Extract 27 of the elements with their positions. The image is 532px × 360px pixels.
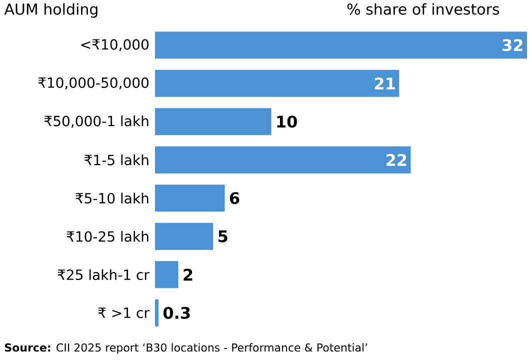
data-label: 10 [277, 116, 297, 128]
bar [155, 70, 400, 97]
data-label: 0.3 [163, 306, 190, 319]
data-label: 2 [184, 268, 192, 281]
text: Source: CII 2025 report ‘B30 locations - Performance & Potential’ [4, 343, 368, 354]
data-label: 22 [386, 154, 406, 166]
y-tick-label: ₹5-10 lakh [76, 192, 148, 204]
y-axis-title: AUM holding [4, 3, 98, 18]
bar [155, 184, 225, 212]
data-label: 32 [502, 39, 522, 52]
bar [155, 146, 411, 174]
bar [155, 222, 214, 250]
y-tick-label: <₹10,000 [81, 39, 149, 52]
data-label: 6 [230, 192, 240, 204]
x-axis-title: % share of investors [347, 3, 500, 15]
y-tick-label: ₹10,000-50,000 [38, 77, 149, 90]
data-label: 5 [218, 230, 228, 242]
y-tick-label: ₹ >1 cr [98, 308, 150, 318]
y-tick-label: ₹10-25 lakh [66, 230, 148, 242]
bar [155, 299, 158, 326]
y-tick-label: ₹1-5 lakh [84, 154, 148, 166]
bar [155, 261, 178, 288]
y-tick-label: ₹50,000-1 lakh [44, 116, 148, 128]
data-label: 21 [374, 77, 395, 90]
bar [155, 32, 527, 59]
y-tick-label: ₹25 lakh-1 cr [58, 269, 150, 280]
bar [155, 108, 272, 136]
